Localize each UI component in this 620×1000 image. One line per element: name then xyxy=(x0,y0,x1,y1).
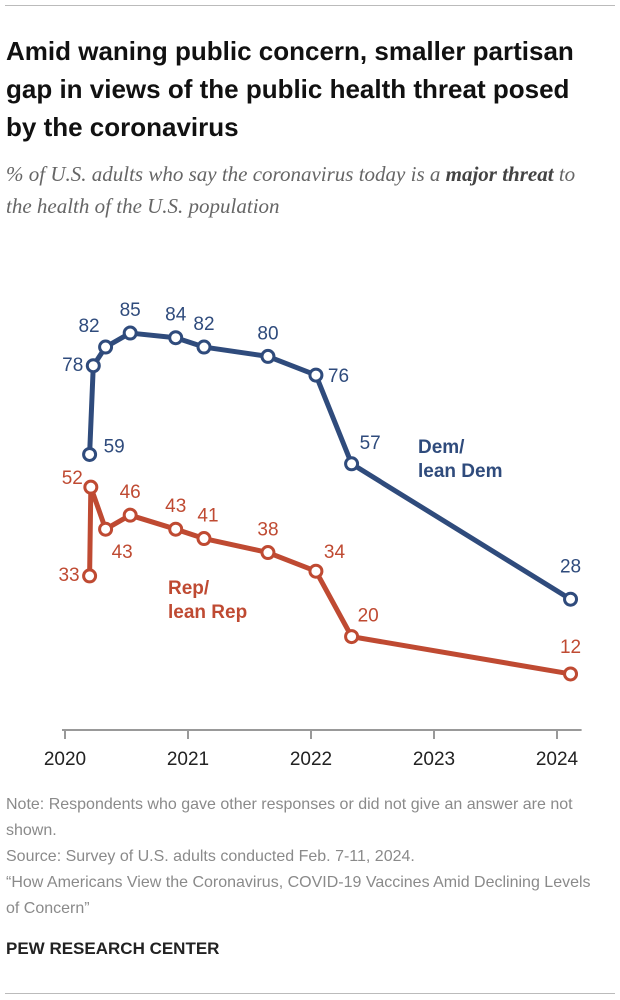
data-label: 82 xyxy=(78,316,99,337)
bottom-rule xyxy=(5,993,615,994)
data-point xyxy=(82,568,98,584)
data-point xyxy=(98,339,114,355)
data-label: 38 xyxy=(257,520,278,541)
data-point xyxy=(196,339,212,355)
top-rule xyxy=(5,5,615,6)
series-label: Rep/ lean Rep xyxy=(168,578,248,623)
note: Note: Respondents who gave other respons… xyxy=(6,796,573,839)
data-point xyxy=(308,367,324,383)
data-label: 41 xyxy=(197,506,218,527)
chart: 2020 2021 2022 2023 2024 59 78 82 85 84 82 80 76 57 28… xyxy=(44,300,582,770)
footer: PEW RESEARCH CENTER xyxy=(6,939,220,958)
data-point xyxy=(563,666,579,682)
report-title: “How Americans View the Coronavirus, COV… xyxy=(6,874,591,917)
source: Source: Survey of U.S. adults conducted … xyxy=(6,848,415,865)
data-point xyxy=(122,507,138,523)
data-label: 52 xyxy=(62,468,83,489)
data-label: 80 xyxy=(257,323,278,344)
data-label: 28 xyxy=(560,556,581,577)
data-point xyxy=(98,521,114,537)
data-point xyxy=(344,629,360,645)
data-label: 43 xyxy=(112,542,133,563)
data-label: 46 xyxy=(120,482,141,503)
data-point xyxy=(308,563,324,579)
data-label: 78 xyxy=(62,355,83,376)
data-point xyxy=(260,545,276,561)
series-line xyxy=(87,330,572,602)
data-point xyxy=(85,358,101,374)
x-tick-label: 2020 xyxy=(44,749,86,770)
data-point xyxy=(260,348,276,364)
data-label: 84 xyxy=(165,305,187,326)
data-point xyxy=(122,325,138,341)
chart-subtitle: % of U.S. adults who say the coronavirus… xyxy=(6,158,606,222)
data-point xyxy=(83,479,99,495)
data-label: 59 xyxy=(104,436,125,457)
data-label: 82 xyxy=(193,314,214,335)
data-point xyxy=(168,330,184,346)
x-tick-label: 2022 xyxy=(290,749,332,770)
data-point xyxy=(168,521,184,537)
x-tick-label: 2024 xyxy=(536,749,579,770)
subtitle-text: % of U.S. adults who say the coronavirus… xyxy=(6,162,441,186)
subtitle-emphasis: major threat xyxy=(445,162,554,186)
x-tick-label: 2021 xyxy=(167,749,209,770)
data-label: 76 xyxy=(328,366,349,387)
data-label: 33 xyxy=(58,565,79,586)
data-point xyxy=(196,531,212,547)
data-label: 85 xyxy=(120,300,141,321)
data-point xyxy=(82,446,98,462)
series-label: Dem/ lean Dem xyxy=(418,437,503,482)
data-label: 20 xyxy=(358,606,379,627)
chart-title: Amid waning public concern, smaller part… xyxy=(6,36,574,142)
data-label: 43 xyxy=(165,496,186,517)
x-tick-label: 2023 xyxy=(413,749,455,770)
data-point xyxy=(563,591,579,607)
subtitle-text: to the health of the U.S. population xyxy=(6,162,576,218)
data-label: 34 xyxy=(324,542,346,563)
data-point xyxy=(344,456,360,472)
data-label: 57 xyxy=(360,433,381,454)
data-label: 12 xyxy=(560,637,581,658)
series-line xyxy=(87,484,571,677)
